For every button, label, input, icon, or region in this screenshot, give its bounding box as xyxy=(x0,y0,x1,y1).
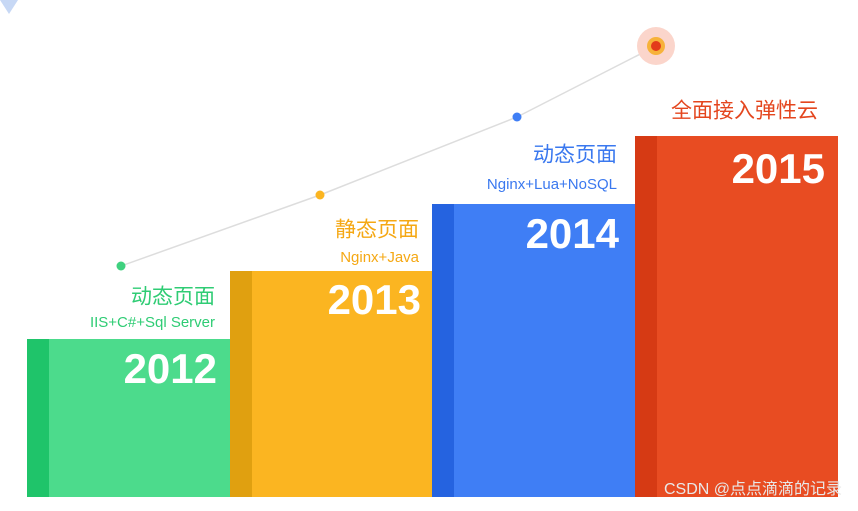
step xyxy=(27,339,230,497)
growth-line xyxy=(120,45,657,267)
step-edge xyxy=(635,136,657,497)
step-edge xyxy=(230,271,252,497)
step xyxy=(432,204,635,497)
step-title: 动态页面 xyxy=(533,144,617,167)
step-year: 2015 xyxy=(732,145,825,192)
step-subtitle: Nginx+Lua+NoSQL xyxy=(487,176,617,193)
step-year: 2012 xyxy=(124,345,217,392)
step-year: 2014 xyxy=(526,210,620,257)
step-title: 动态页面 xyxy=(131,286,215,309)
step-edge xyxy=(27,339,49,497)
dot xyxy=(651,41,661,51)
step-subtitle: Nginx+Java xyxy=(340,249,419,266)
dot xyxy=(315,190,325,200)
watermark: CSDN @点点滴滴的记录 xyxy=(664,480,842,498)
step-edge xyxy=(432,204,454,497)
step-subtitle: IIS+C#+Sql Server xyxy=(90,314,215,331)
step xyxy=(635,136,838,497)
step xyxy=(230,271,432,497)
dot xyxy=(512,112,522,122)
dot xyxy=(116,261,126,271)
corner-triangle xyxy=(0,0,18,14)
step-title: 静态页面 xyxy=(335,219,419,242)
step-title: 全面接入弹性云 xyxy=(671,100,818,123)
step-year: 2013 xyxy=(328,276,421,323)
